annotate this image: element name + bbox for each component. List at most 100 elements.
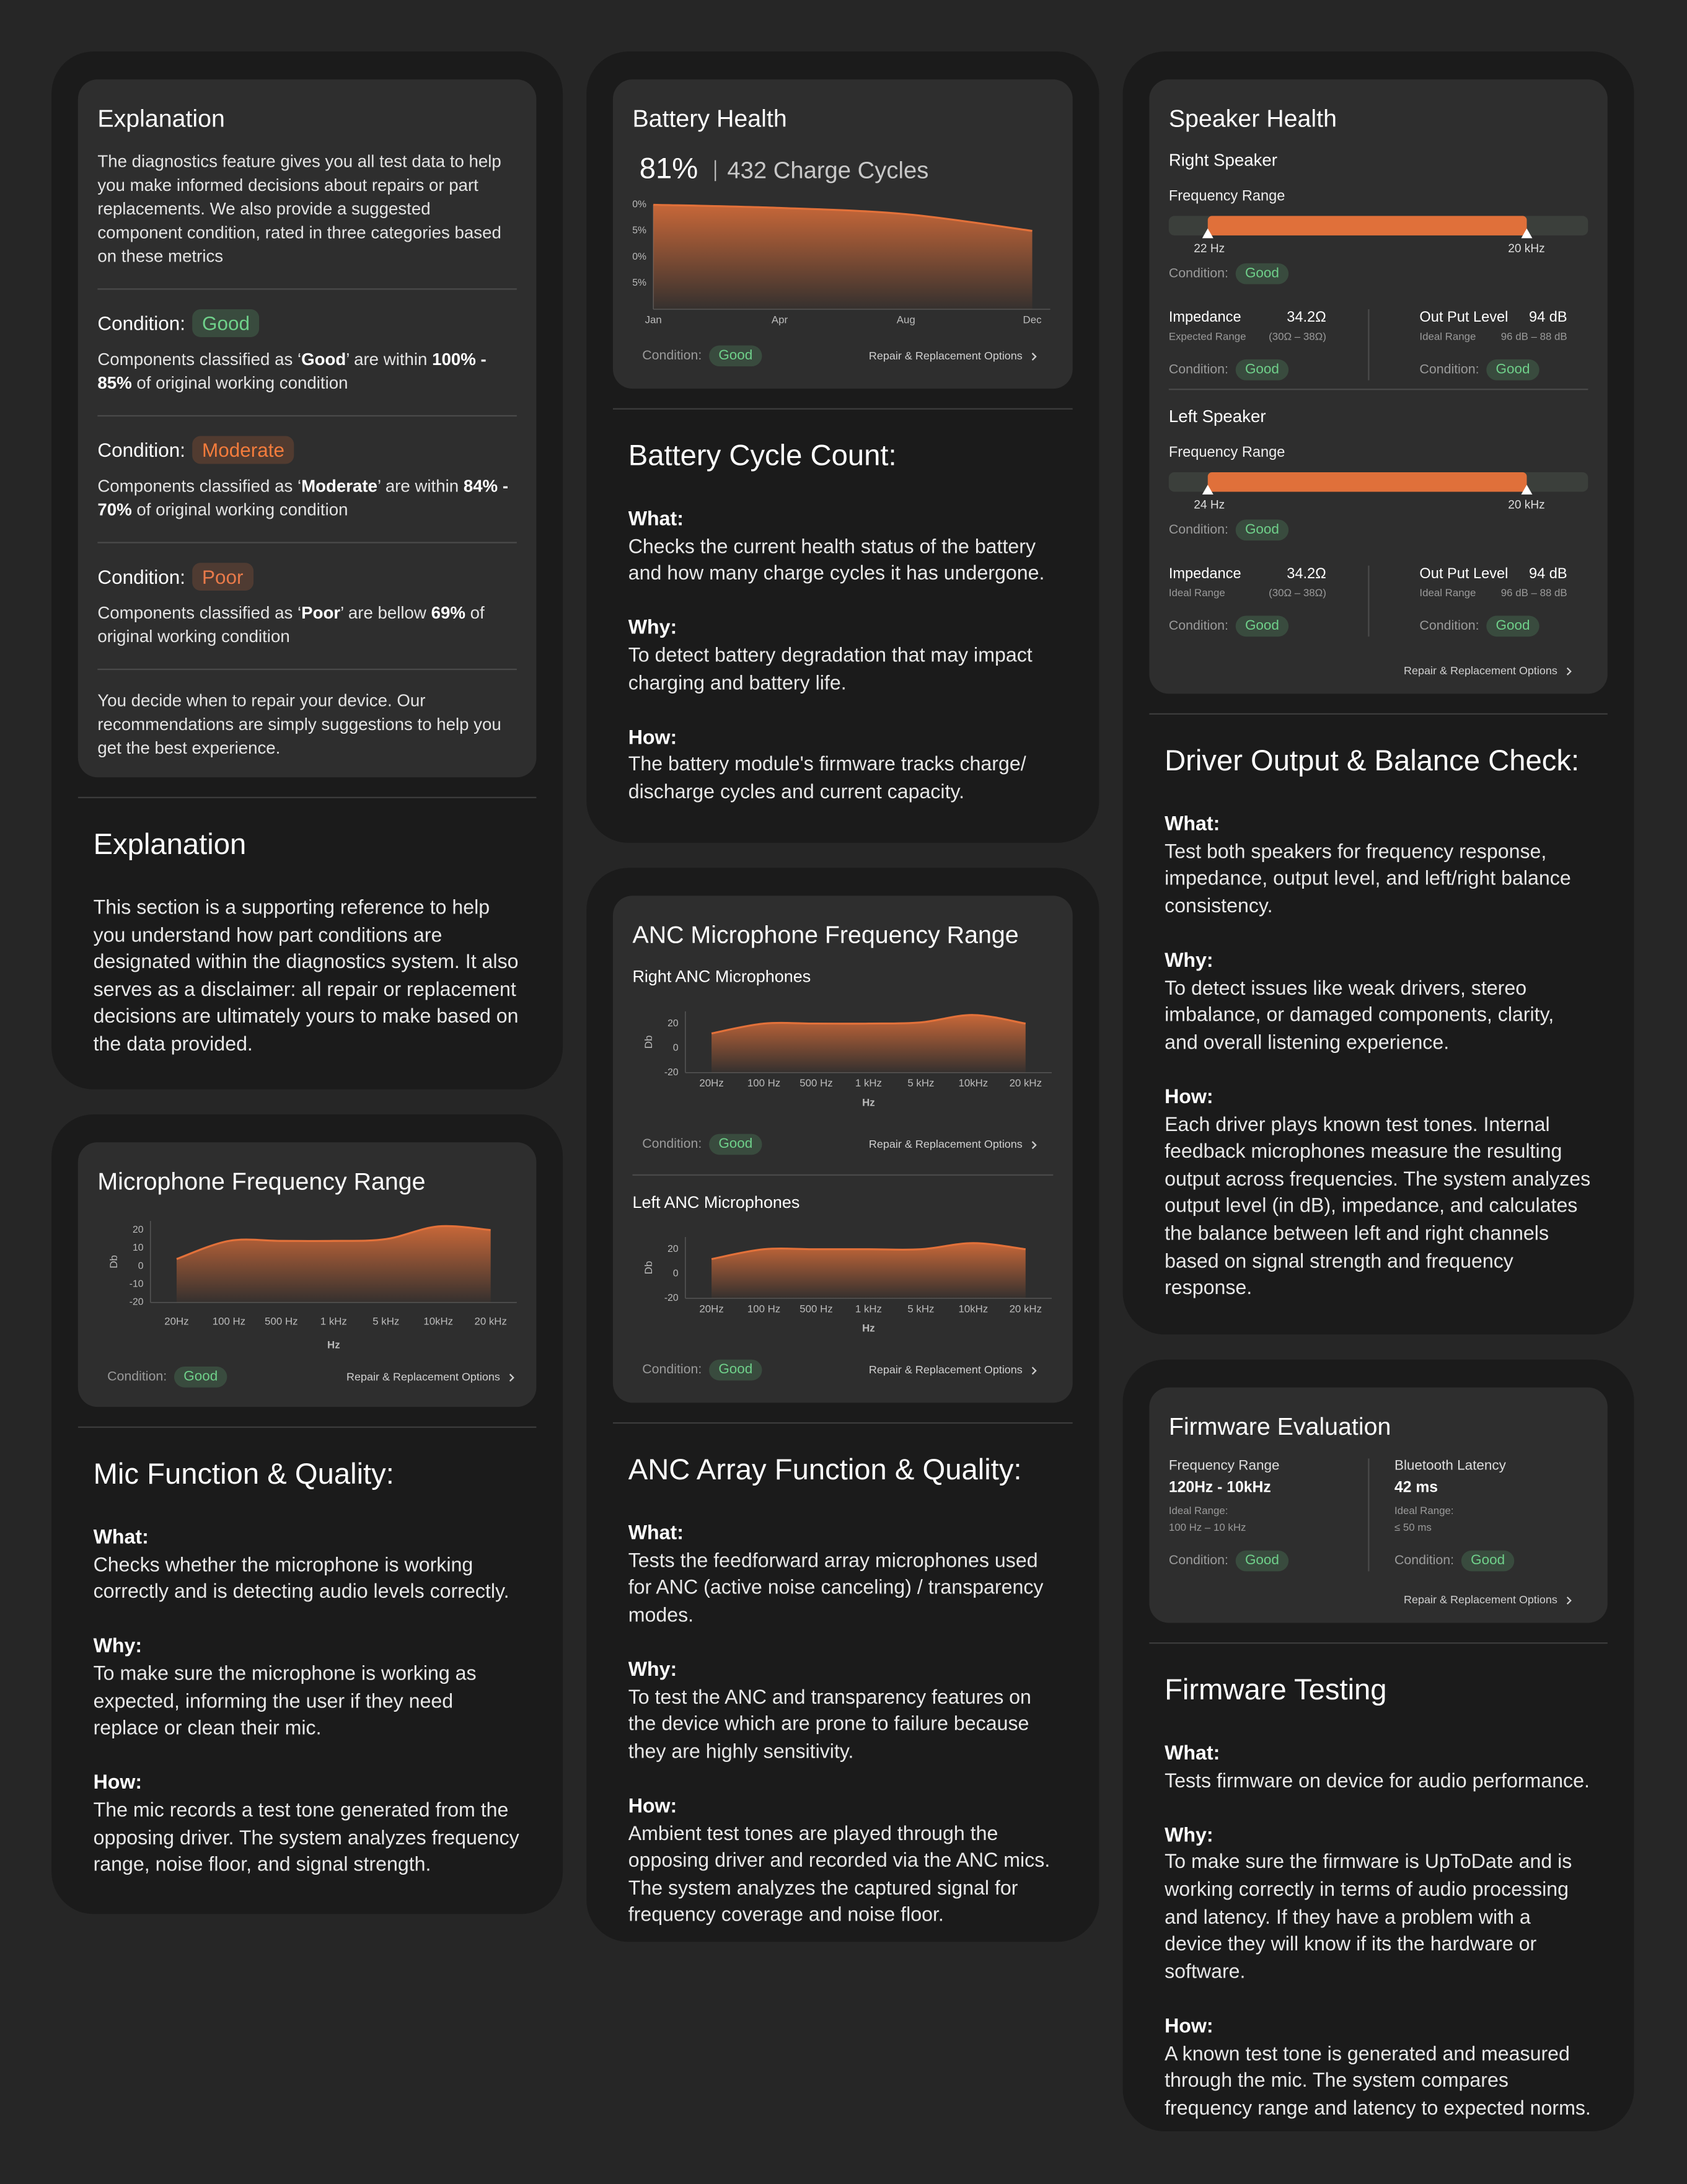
range-marker [1521, 485, 1533, 495]
range-fill [1207, 216, 1527, 236]
qa-heading: Why: [628, 617, 677, 640]
range-fill [1207, 472, 1527, 492]
qa-heading: How: [1165, 2015, 1213, 2038]
status-badge: Good [708, 1134, 763, 1155]
condition-label: Condition: [1419, 362, 1479, 378]
condition-label: Condition: [1168, 522, 1228, 538]
qa-heading: Why: [1165, 949, 1213, 972]
range-label: Ideal Range: [1168, 1504, 1228, 1517]
range-marker [1521, 228, 1533, 239]
y-tick-label: 25% [632, 278, 646, 288]
condition-row: Condition: Good [1419, 615, 1567, 637]
range-label: Expected Range [1168, 330, 1246, 343]
range-value: 96 dB – 88 dB [1500, 586, 1567, 599]
repair-link[interactable]: Repair & Replacement Options [346, 1371, 517, 1383]
panel-title: Microphone Frequency Range [97, 1167, 426, 1195]
repair-link[interactable]: Repair & Replacement Options [1404, 664, 1574, 677]
x-tick-label: 10kHz [423, 1316, 453, 1328]
detail-title: ANC Array Function & Quality: [628, 1454, 1022, 1487]
line [711, 1242, 1026, 1261]
repair-link[interactable]: Repair & Replacement Options [869, 1138, 1039, 1151]
y-tick-label: 75% [632, 226, 646, 236]
detail-section: Explanation This section is a supporting … [77, 796, 537, 1060]
chevron [509, 1373, 514, 1381]
x-tick-label: 20Hz [699, 1303, 723, 1314]
metric-value: 94 dB [1528, 565, 1567, 583]
y-axis-label: Db [108, 1255, 120, 1269]
qa-heading: Why: [93, 1636, 143, 1658]
metric-value: 94 dB [1528, 309, 1567, 326]
metric-label: Impedance [1168, 565, 1241, 583]
range-label: Ideal Range [1419, 330, 1476, 343]
area [176, 1226, 491, 1303]
qa-block: Why: To test the ANC and transparency fea… [628, 1658, 1057, 1767]
condition-row: Condition: Good [1168, 519, 1588, 541]
x-tick-label: 10kHz [958, 1077, 988, 1089]
repair-link[interactable]: Repair & Replacement Options [1404, 1593, 1574, 1606]
x-tick-label: 1 kHz [855, 1303, 882, 1314]
metric-label: Out Put Level [1419, 309, 1509, 326]
chevron-icon [1031, 1140, 1037, 1148]
x-tick-label: 100 Hz [747, 1077, 780, 1089]
text-run: Poor [301, 603, 341, 623]
x-tick-label: 5 kHz [372, 1316, 399, 1328]
qa-heading: How: [628, 1795, 677, 1818]
qa-body: To make sure the microphone is working a… [93, 1663, 477, 1740]
condition-label: Condition: [642, 1362, 702, 1378]
x-tick-label: Jan [645, 314, 662, 325]
y-tick-label: 0 [673, 1268, 679, 1279]
x-tick-label: Aug [897, 314, 915, 325]
qa-heading: How: [1165, 1086, 1213, 1109]
range-value: 100 Hz – 10 kHz [1168, 1521, 1246, 1534]
condition-label: Condition: [97, 312, 186, 335]
charge-cycles: 432 Charge Cycles [715, 159, 928, 182]
x-axis-label: Hz [862, 1097, 875, 1109]
qa-block: What: Test both speakers for frequency re… [1165, 812, 1592, 921]
x-axis-label: Hz [327, 1339, 340, 1351]
x-tick-label: 20 kHz [1010, 1303, 1042, 1314]
line [711, 1014, 1026, 1034]
qa-block: How: A known test tone is generated and m… [1165, 2014, 1592, 2123]
condition-label: Condition: [97, 439, 186, 461]
line [176, 1225, 491, 1260]
range-high: 20 kHz [1508, 240, 1545, 255]
metric-label: Frequency Range [1168, 1458, 1280, 1474]
text-run: of original working condition [131, 373, 348, 393]
metric-label: Impedance [1168, 309, 1241, 326]
condition-row: Condition: Good Repair & Replacement Optio… [642, 1134, 1039, 1155]
qa-block: What: Tests the feedforward array microph… [628, 1521, 1057, 1630]
metric: Out Put Level 94 dB Ideal Range 96 dB – 88 … [1368, 309, 1588, 381]
qa-body: Tests the feedforward array microphones … [628, 1549, 1044, 1627]
y-tick-label: 20 [667, 1018, 679, 1029]
condition-label: Condition: [1394, 1553, 1455, 1569]
battery-percent: 81% [639, 153, 698, 185]
x-tick-label: 1 kHz [320, 1316, 347, 1328]
text-run: Moderate [301, 476, 378, 496]
panel: Firmware Evaluation Frequency Range 120Hz … [1149, 1387, 1608, 1623]
range-label: Frequency Range [1168, 444, 1285, 461]
chevron-icon [1566, 666, 1572, 675]
qa-heading: What: [93, 1526, 149, 1549]
repair-link[interactable]: Repair & Replacement Options [869, 350, 1039, 362]
metric-range: Expected Range (30Ω – 38Ω) [1169, 330, 1326, 343]
chevron-icon [1566, 1596, 1572, 1604]
condition-row: Condition: Good [1169, 359, 1326, 381]
y-tick-label: -20 [664, 1293, 679, 1303]
qa-block: How: The battery module's firmware tracks… [628, 725, 1057, 807]
chart: 20 0 -20 20Hz 100 Hz 500 Hz 1 kHz 5 kHz 10kHz 20 … [643, 1236, 1052, 1334]
x-tick-label: 20 kHz [474, 1316, 506, 1328]
panel: ANC Microphone Frequency Range Right ANC … [612, 896, 1073, 1403]
panel-title: Explanation [97, 104, 225, 133]
text-run: Components classified as ‘ [97, 603, 302, 623]
battery-summary: 81% 432 Charge Cycles [640, 153, 1054, 187]
repair-link[interactable]: Repair & Replacement Options [869, 1363, 1039, 1376]
qa-body: Tests firmware on device for audio perfo… [1165, 1769, 1590, 1792]
detail-title: Explanation [93, 829, 247, 861]
card: ANC Microphone Frequency Range Right ANC … [586, 868, 1099, 1942]
metric-row: Impedance 34.2Ω [1169, 309, 1326, 326]
range-labels: 24 Hz 20 kHz [1169, 491, 1588, 511]
qa-block: How: Ambient test tones are played throug… [628, 1794, 1057, 1931]
range-label: Frequency Range [1168, 188, 1285, 205]
status-badge: Good [1235, 519, 1289, 541]
metric-value: 42 ms [1394, 1479, 1438, 1497]
